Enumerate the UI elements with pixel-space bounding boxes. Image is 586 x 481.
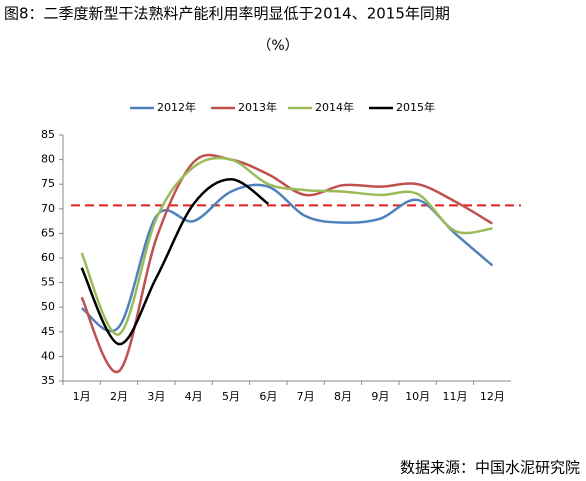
legend-label: 2014年 xyxy=(315,100,354,114)
x-tick-label: 12月 xyxy=(480,390,505,403)
y-tick-label: 40 xyxy=(41,349,55,362)
x-tick-label: 11月 xyxy=(443,390,468,403)
x-tick-label: 1月 xyxy=(73,390,91,403)
y-tick-label: 50 xyxy=(41,300,55,313)
series-line xyxy=(80,183,494,333)
x-tick-label: 6月 xyxy=(259,390,277,403)
x-tick-label: 5月 xyxy=(222,390,240,403)
x-tick-label: 4月 xyxy=(185,390,203,403)
y-tick-label: 35 xyxy=(41,374,55,387)
legend-label: 2013年 xyxy=(238,100,277,114)
y-tick-label: 80 xyxy=(41,153,55,166)
x-tick-label: 8月 xyxy=(334,390,352,403)
x-tick-label: 2月 xyxy=(110,390,128,403)
y-tick-label: 60 xyxy=(41,251,55,264)
y-tick-label: 70 xyxy=(41,202,55,215)
legend-label: 2015年 xyxy=(396,100,435,114)
x-tick-label: 10月 xyxy=(405,390,430,403)
x-tick-label: 9月 xyxy=(371,390,389,403)
chart-subtitle: （%） xyxy=(257,38,298,54)
y-tick-label: 85 xyxy=(41,128,55,141)
y-tick-label: 55 xyxy=(41,276,55,289)
y-tick-label: 45 xyxy=(41,325,55,338)
y-tick-label: 75 xyxy=(41,177,55,190)
x-tick-label: 3月 xyxy=(147,390,165,403)
x-tick-label: 7月 xyxy=(297,390,315,403)
y-tick-label: 65 xyxy=(41,226,55,239)
series-line xyxy=(80,156,493,336)
series-line xyxy=(80,153,493,374)
legend-label: 2012年 xyxy=(157,100,196,114)
series-line xyxy=(80,178,270,346)
chart-title: 图8：二季度新型干法熟料产能利用率明显低于2014、2015年同期 xyxy=(4,5,450,23)
source-note: 数据来源：中国水泥研究院 xyxy=(400,459,580,477)
